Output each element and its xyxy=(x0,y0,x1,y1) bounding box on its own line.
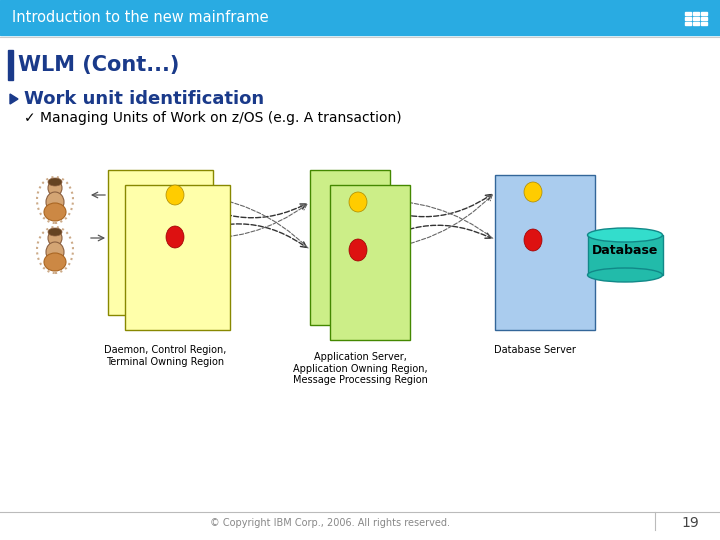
Bar xyxy=(0,0,720,35)
Ellipse shape xyxy=(44,203,66,221)
Text: Work unit identification: Work unit identification xyxy=(24,90,264,108)
Bar xyxy=(310,170,390,325)
Ellipse shape xyxy=(44,253,66,271)
Bar xyxy=(108,170,213,315)
Bar xyxy=(701,22,707,25)
Ellipse shape xyxy=(588,228,662,242)
Text: Introduction to the new mainframe: Introduction to the new mainframe xyxy=(12,10,269,25)
Ellipse shape xyxy=(166,185,184,205)
Ellipse shape xyxy=(349,192,367,212)
Bar xyxy=(685,17,691,20)
Bar xyxy=(693,22,699,25)
Ellipse shape xyxy=(46,192,64,212)
Bar xyxy=(495,175,595,330)
Ellipse shape xyxy=(588,268,662,282)
Bar xyxy=(588,235,663,275)
Bar xyxy=(685,22,691,25)
Bar xyxy=(693,17,699,20)
Bar xyxy=(125,185,230,330)
Bar xyxy=(701,17,707,20)
Ellipse shape xyxy=(48,180,62,196)
Ellipse shape xyxy=(349,239,367,261)
Text: Application Server,
Application Owning Region,
Message Processing Region: Application Server, Application Owning R… xyxy=(292,352,428,385)
Bar xyxy=(330,185,410,340)
Text: ✓ Managing Units of Work on z/OS (e.g. A transaction): ✓ Managing Units of Work on z/OS (e.g. A… xyxy=(24,111,402,125)
Ellipse shape xyxy=(48,230,62,246)
Ellipse shape xyxy=(48,178,62,186)
Text: © Copyright IBM Corp., 2006. All rights reserved.: © Copyright IBM Corp., 2006. All rights … xyxy=(210,518,450,528)
Bar xyxy=(8,50,13,80)
Ellipse shape xyxy=(524,229,542,251)
Text: Database Server: Database Server xyxy=(494,345,576,355)
Text: WLM (Cont...): WLM (Cont...) xyxy=(18,55,179,75)
Text: Daemon, Control Region,
Terminal Owning Region: Daemon, Control Region, Terminal Owning … xyxy=(104,345,226,367)
Text: 19: 19 xyxy=(681,516,699,530)
Bar xyxy=(685,12,691,15)
Bar xyxy=(693,12,699,15)
Ellipse shape xyxy=(524,182,542,202)
Bar xyxy=(701,12,707,15)
Ellipse shape xyxy=(166,226,184,248)
Ellipse shape xyxy=(46,242,64,262)
Text: Database: Database xyxy=(592,244,658,256)
Polygon shape xyxy=(10,94,18,104)
Ellipse shape xyxy=(48,228,62,236)
